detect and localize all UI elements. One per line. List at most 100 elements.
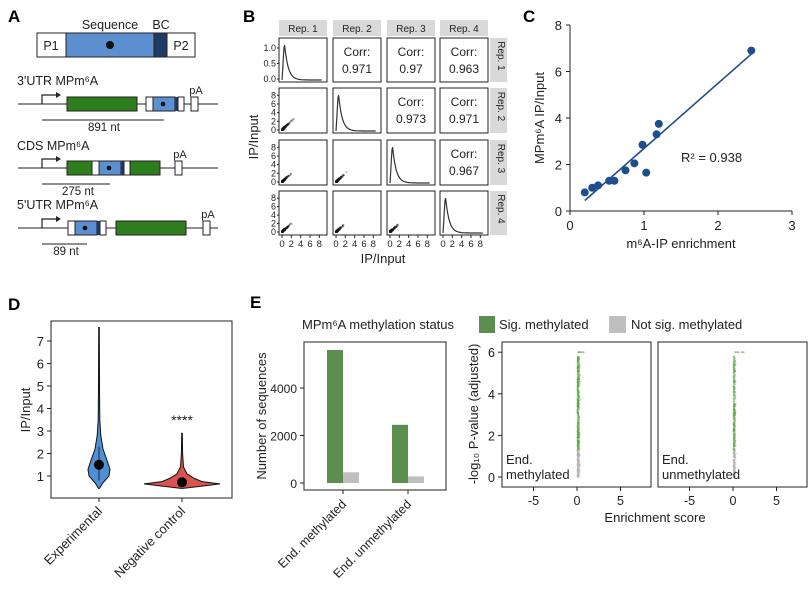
volcano-point — [576, 435, 579, 438]
volcano-point — [577, 421, 580, 424]
volcano-point — [578, 396, 580, 399]
scatter-point — [281, 230, 284, 233]
x-tick-label: 4 — [352, 239, 357, 250]
scatter-point — [395, 225, 398, 228]
scatter-point — [338, 227, 341, 230]
scatter-point — [340, 175, 343, 178]
m6a-site-dot — [160, 101, 166, 107]
scatter-point — [393, 226, 396, 229]
scatter-point — [335, 180, 338, 183]
volcano-point — [576, 425, 579, 428]
volcano-point — [578, 378, 581, 381]
volcano-point — [577, 369, 580, 371]
scatter-point — [391, 228, 394, 231]
scatter-point — [281, 181, 284, 183]
scatter-point — [281, 127, 284, 130]
scatter-point — [341, 224, 344, 227]
scatter-point — [389, 231, 392, 233]
volcano-point — [576, 381, 579, 384]
volcano-point — [576, 398, 579, 400]
scatter-point — [389, 231, 392, 233]
scatter-point — [335, 181, 338, 183]
volcano-point — [577, 383, 580, 386]
scatter-point — [390, 229, 393, 232]
volcano-point — [577, 411, 580, 414]
volcano-point — [577, 411, 580, 414]
volcano-point — [733, 416, 736, 419]
volcano-point — [578, 446, 581, 449]
scatter-point — [337, 228, 340, 231]
scatter-point — [281, 128, 284, 131]
volcano-point — [732, 380, 735, 383]
volcano-point — [732, 437, 735, 440]
volcano-point — [577, 370, 580, 373]
scatter-point — [339, 227, 342, 230]
volcano-point — [578, 367, 581, 370]
scatter-point — [335, 229, 338, 232]
scatter-point — [281, 180, 284, 183]
scatter-point — [281, 129, 284, 131]
scatter-point — [281, 230, 284, 233]
volcano-point — [577, 434, 580, 437]
volcano-point — [576, 429, 579, 432]
scatter-point — [335, 180, 338, 183]
scatter-point — [335, 230, 338, 233]
scatter-point — [342, 174, 345, 177]
scatter-point — [336, 229, 339, 232]
volcano-point — [732, 385, 735, 388]
scatter-point — [341, 174, 344, 177]
scatter-point — [281, 180, 284, 183]
volcano-point — [733, 433, 736, 436]
scatter-point — [284, 125, 287, 128]
scatter-point — [394, 226, 397, 229]
volcano-point — [732, 366, 735, 369]
volcano-point — [576, 404, 579, 407]
volcano-point — [733, 429, 735, 432]
scatter-point — [283, 179, 286, 182]
scatter-point — [281, 180, 284, 183]
scatter-point — [336, 229, 339, 232]
scatter-point — [283, 228, 286, 231]
volcano-point — [733, 370, 736, 373]
scatter-point — [336, 230, 339, 233]
volcano-point — [578, 436, 580, 439]
volcano-point — [577, 435, 579, 438]
scatter-point — [281, 180, 284, 183]
scatter-point — [338, 178, 341, 181]
scatter-point — [336, 178, 339, 181]
m6a-site-dot — [106, 165, 112, 171]
volcano-point — [733, 441, 736, 444]
scatter-point — [282, 127, 285, 130]
scatter-point — [287, 122, 290, 125]
volcano-point — [576, 394, 579, 397]
scatter-point — [390, 229, 393, 232]
scatter-point — [335, 181, 338, 183]
volcano-point — [732, 413, 735, 416]
scatter-point — [284, 227, 287, 230]
volcano-point — [577, 447, 579, 450]
scatter-point — [281, 179, 284, 182]
scatter-point — [338, 226, 341, 229]
volcano-point — [576, 404, 579, 406]
scatter-point — [389, 230, 392, 233]
scatter-point — [281, 128, 284, 131]
scatter-point — [335, 181, 338, 183]
volcano-point — [576, 421, 579, 423]
scatter-point — [335, 180, 338, 183]
scatter-point — [281, 229, 284, 232]
scatter-point — [284, 227, 287, 230]
scatter-point — [389, 230, 392, 233]
volcano-point — [577, 373, 580, 375]
volcano-point — [578, 399, 581, 402]
reporter-insert-p1 — [91, 160, 100, 176]
volcano-point — [576, 411, 579, 413]
scatter-point — [335, 180, 338, 183]
volcano-point — [576, 356, 579, 359]
scatter-point — [336, 229, 339, 232]
violin-shape — [87, 327, 111, 489]
scatter-point — [281, 180, 284, 183]
volcano-point — [578, 424, 581, 427]
volcano-point — [732, 404, 735, 407]
scatter-point — [389, 230, 392, 233]
volcano-point — [732, 366, 735, 369]
